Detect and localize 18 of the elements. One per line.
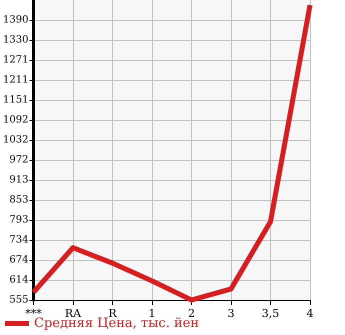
y-tick-label: 1211: [2, 74, 28, 86]
y-tick-label: 1032: [2, 134, 28, 146]
x-tick-label: 4: [306, 307, 314, 320]
y-tick-label: 972: [9, 154, 28, 166]
y-tick-label: 793: [9, 214, 28, 226]
y-tick-label: 614: [9, 274, 28, 286]
y-tick-label: 1330: [2, 34, 28, 46]
y-tick-label: 1271: [2, 54, 28, 66]
y-tick-label: 734: [9, 234, 28, 246]
x-tick-label: 3,5: [262, 307, 280, 320]
y-tick-label: 913: [9, 174, 28, 186]
y-tick-label: 1151: [2, 94, 28, 106]
y-tick-label: 1092: [2, 114, 28, 126]
y-tick-label: 674: [9, 254, 28, 266]
y-tick-label: 555: [9, 294, 28, 306]
y-tick-label: 1390: [2, 14, 28, 26]
x-tick-label: 3: [227, 307, 234, 320]
y-tick-label: 853: [9, 194, 28, 206]
